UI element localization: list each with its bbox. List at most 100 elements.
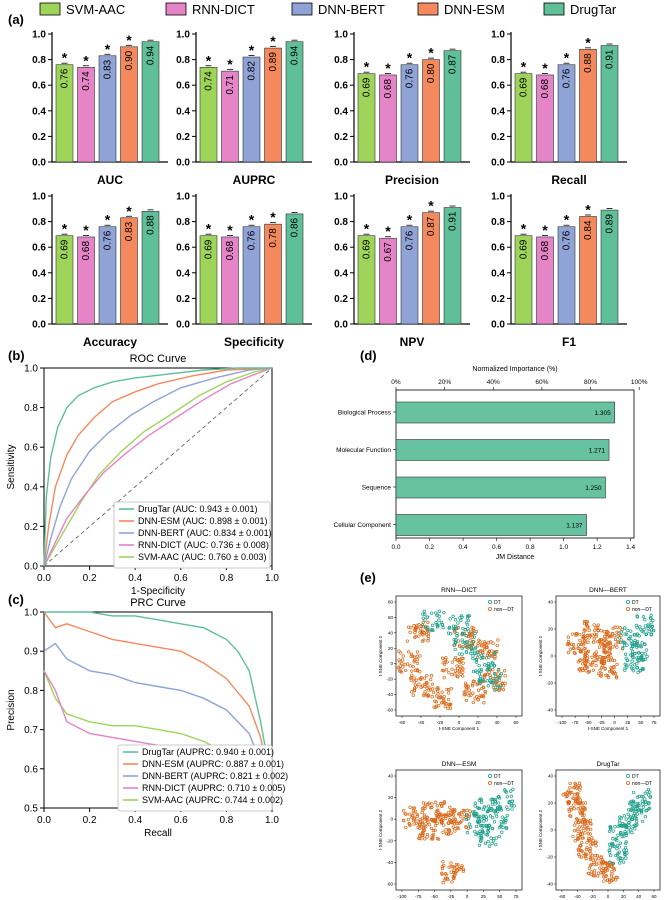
tsne-point-non-dt [448, 813, 452, 817]
tsne-point-non-dt [577, 854, 582, 858]
tsne-point-non-dt [461, 867, 466, 872]
tsne-point-dt [512, 804, 516, 808]
tsne-point-non-dt [610, 869, 614, 874]
tsne-point-non-dt [454, 820, 458, 824]
tsne-point-dt [493, 652, 497, 657]
tsne-point-dt [608, 860, 612, 864]
tsne-x-tick-label: -60 [559, 894, 566, 899]
tsne-x-tick-label: 50 [497, 894, 503, 899]
tsne-point-dt [640, 819, 645, 824]
tsne-point-non-dt [584, 621, 589, 626]
tsne-point-non-dt [418, 826, 422, 830]
tsne-point-non-dt [410, 673, 414, 678]
tsne-point-non-dt [584, 826, 588, 831]
tsne-point-non-dt [417, 822, 422, 826]
tsne-point-non-dt [566, 640, 571, 644]
metric-significance-star: * [62, 221, 68, 237]
tsne-point-dt [643, 652, 647, 656]
tsne-point-dt [497, 834, 501, 839]
roc-chart-y-tick-label: 0.2 [24, 522, 38, 533]
tsne-point-non-dt [459, 672, 463, 676]
tsne-point-dt [630, 804, 634, 809]
tsne-point-non-dt [442, 676, 446, 680]
panel-label-d: (d) [360, 348, 377, 363]
metric-bar-dnn-esm [579, 49, 597, 163]
roc-chart-y-tick-label: 1.0 [24, 364, 38, 375]
tsne-point-dt [627, 637, 631, 641]
tsne-point-non-dt [596, 874, 600, 878]
tsne-point-non-dt [443, 704, 447, 708]
metric-value-label: 0.68 [540, 79, 551, 99]
tsne-point-dt [611, 844, 615, 848]
metric-significance-star: * [407, 212, 413, 228]
tsne-point-dt [649, 616, 653, 621]
tsne-point-dt [457, 652, 462, 656]
metric-chart-specificity: 0.0 0.2 0.4 0.6 0.8 1.0 0.69 * 0.68 * 0.76 * 0.78 * 0.… [176, 192, 312, 349]
legend-swatch-dnn-bert [291, 2, 313, 16]
tsne-point-dt [492, 664, 496, 668]
metric-value-label: 0.89 [268, 52, 279, 72]
tsne-point-dt [471, 640, 475, 644]
tsne-point-dt [615, 836, 619, 841]
tsne-point-non-dt [407, 625, 411, 629]
tsne-point-dt [434, 621, 438, 625]
tsne-point-non-dt [588, 857, 593, 862]
tsne-point-non-dt [583, 831, 587, 835]
importance-top-tick-label: 100% [631, 379, 648, 386]
tsne-point-non-dt [496, 638, 500, 642]
tsne-point-non-dt [605, 629, 609, 634]
tsne-point-non-dt [593, 654, 597, 659]
metric-chart-precision: 0.0 0.2 0.4 0.6 0.8 1.0 0.69 * 0.68 * 0.76 * 0.80 * 0.… [334, 30, 470, 187]
tsne-point-non-dt [447, 703, 451, 707]
tsne-point-non-dt [434, 704, 439, 708]
prc-chart-x-tick-label: 0.0 [37, 815, 51, 826]
importance-top-label: Normalized Importance (%) [472, 366, 557, 373]
tsne-point-dt [422, 609, 427, 613]
tsne-point-non-dt [594, 862, 599, 866]
tsne-point-non-dt [417, 836, 421, 841]
tsne-point-non-dt [603, 644, 608, 649]
tsne-point-non-dt [458, 644, 462, 648]
tsne-point-non-dt [609, 874, 614, 878]
tsne-x-label: t-SNE Component 1 [439, 726, 480, 731]
tsne-point-non-dt [585, 633, 590, 638]
tsne-point-dt [641, 802, 645, 806]
importance-category-label: Cellular Component [334, 522, 392, 529]
metric-chart-title: NPV [400, 335, 425, 349]
tsne-y-tick-label: -60 [386, 708, 393, 713]
roc-chart-y-tick-label: 0.4 [24, 482, 38, 493]
tsne-point-non-dt [597, 645, 602, 649]
tsne-point-non-dt [443, 701, 447, 705]
tsne-point-non-dt [600, 664, 605, 668]
tsne-point-non-dt [592, 623, 596, 627]
metric-bar-drugtar [285, 41, 304, 163]
tsne-point-non-dt [413, 683, 418, 687]
tsne-point-non-dt [600, 860, 604, 864]
tsne-point-non-dt [496, 672, 500, 676]
tsne-point-non-dt [440, 866, 445, 871]
tsne-point-non-dt [403, 812, 407, 816]
tsne-point-non-dt [501, 687, 505, 692]
metric-bar-dnn-bert [242, 56, 261, 163]
tsne-point-non-dt [586, 832, 591, 836]
tsne-point-non-dt [420, 630, 424, 635]
metric-y-tick-label: 0.2 [491, 294, 505, 305]
tsne-point-dt [494, 679, 499, 683]
tsne-point-dt [500, 830, 504, 834]
tsne-point-non-dt [607, 651, 611, 656]
tsne-point-dt [635, 641, 639, 646]
metric-chart-title: AUPRC [233, 173, 276, 187]
tsne-point-dt [481, 830, 485, 834]
tsne-point-dt [460, 631, 465, 635]
tsne-legend-non-dt-label: non—DT [494, 781, 514, 787]
tsne-point-non-dt [582, 817, 586, 822]
tsne-point-dt [632, 663, 637, 667]
tsne-point-non-dt [457, 669, 461, 674]
tsne-point-non-dt [612, 866, 616, 871]
roc-chart-x-tick-label: 0.8 [219, 573, 233, 584]
roc-chart-line-svm-aac [43, 367, 273, 567]
tsne-point-non-dt [604, 861, 608, 865]
tsne-frame [395, 595, 523, 717]
tsne-point-non-dt [579, 811, 583, 816]
